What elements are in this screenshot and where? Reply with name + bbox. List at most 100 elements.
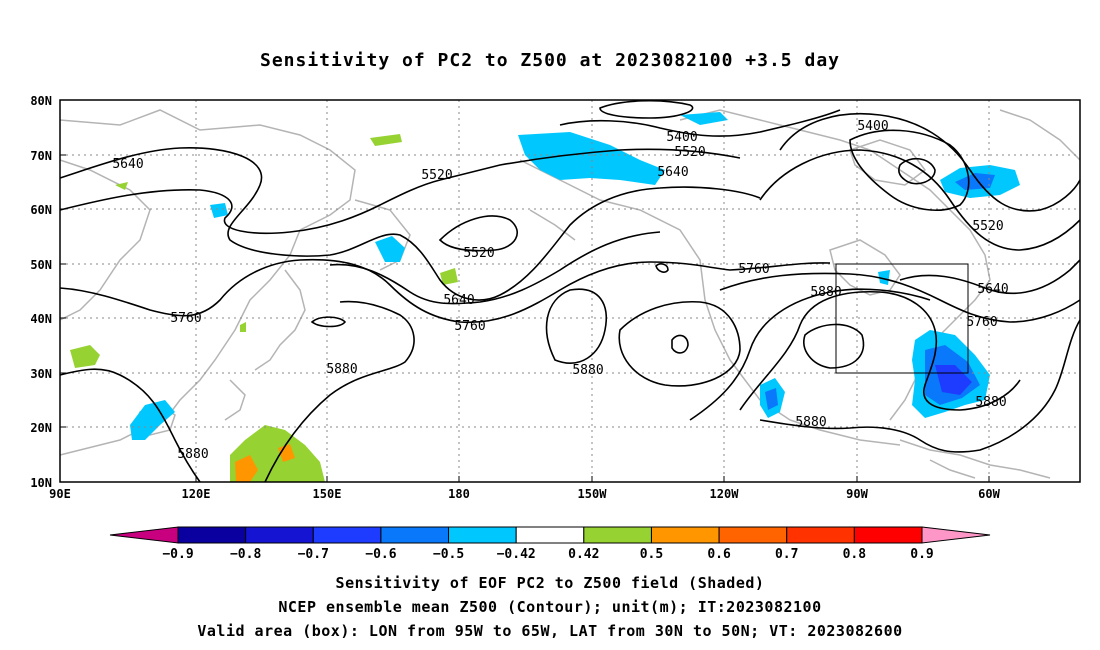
lat-label: 80N xyxy=(30,94,52,108)
contour-label: 5760 xyxy=(170,311,201,326)
colorbar-label: −0.8 xyxy=(230,547,261,562)
contour-label: 5400 xyxy=(857,119,888,134)
lat-label: 10N xyxy=(30,476,52,490)
contour-label: 5760 xyxy=(966,315,997,330)
contour-5400-polar xyxy=(559,109,841,137)
contour-label: 5520 xyxy=(463,246,494,261)
valid-area-box xyxy=(835,263,969,374)
latitude-labels: 80N 70N 60N 50N 40N 30N 20N 10N xyxy=(30,94,52,490)
longitude-labels: 90E 120E 150E 180 150W 120W 90W 60W xyxy=(49,487,1000,501)
colorbar-left-triangle xyxy=(109,526,179,544)
contour-5400-inner xyxy=(599,99,694,119)
lon-label: 150E xyxy=(313,487,342,501)
shade-green-arctic xyxy=(370,134,402,146)
contour-label: 5880 xyxy=(177,447,208,462)
shade-hudson xyxy=(878,270,890,285)
lat-label: 30N xyxy=(30,367,52,381)
contour-5880-americas xyxy=(739,290,1021,411)
sensitivity-shading xyxy=(70,112,1020,482)
contour-5760-west xyxy=(59,258,831,324)
contour-label: 5760 xyxy=(738,262,769,277)
lon-label: 120E xyxy=(182,487,211,501)
contour-5880-lower xyxy=(759,319,1081,453)
grid-lines xyxy=(60,100,1080,482)
colorbar-swatch xyxy=(380,526,450,544)
contour-labels: 5640 5520 5400 5520 5640 5400 5520 5520 … xyxy=(112,119,1008,462)
contour-label: 5640 xyxy=(112,157,143,172)
contour-small-oval-3 xyxy=(655,263,669,273)
lon-label: 60W xyxy=(978,487,1000,501)
caption-line-1: Sensitivity of EOF PC2 to Z500 field (Sh… xyxy=(335,574,765,592)
contour-5640-east xyxy=(759,149,1081,251)
colorbar-swatch xyxy=(448,526,517,544)
colorbar-label: 0.6 xyxy=(707,547,731,562)
contour-5520-north xyxy=(59,148,741,235)
contour-5520-inner xyxy=(438,215,518,252)
shade-green-india xyxy=(70,345,100,368)
lat-label: 40N xyxy=(30,312,52,326)
contour-5400-greenland xyxy=(849,129,970,211)
contour-label: 5880 xyxy=(810,285,841,300)
shade-orange-westpac-2 xyxy=(278,444,295,462)
shade-siberia xyxy=(210,203,228,218)
lat-label: 70N xyxy=(30,149,52,163)
contour-label: 5520 xyxy=(674,145,705,160)
colorbar-swatch xyxy=(245,526,314,544)
colorbar-swatch xyxy=(583,526,652,544)
lon-label: 180 xyxy=(448,487,470,501)
contour-label: 5640 xyxy=(657,165,688,180)
lon-label: 90E xyxy=(49,487,71,501)
colorbar-swatch xyxy=(312,526,382,544)
shade-mexico-core xyxy=(765,388,778,410)
contour-label: 5520 xyxy=(421,168,452,183)
contour-label: 5400 xyxy=(666,130,697,145)
colorbar-swatch xyxy=(718,526,788,544)
contour-label: 5880 xyxy=(572,363,603,378)
contour-5880-atlantic-inner xyxy=(803,323,865,369)
shade-green-bering xyxy=(440,268,458,285)
contour-5760-americas xyxy=(689,288,931,421)
contour-5880-west xyxy=(59,368,201,483)
colorbar-label: 0.8 xyxy=(843,547,867,562)
shade-china-coast xyxy=(130,400,175,440)
colorbar: −0.9 −0.8 −0.7 −0.6 −0.5 −0.42 0.42 0.5 0.6 0.7 0.… xyxy=(109,526,991,562)
colorbar-label: 0.9 xyxy=(910,547,933,562)
colorbar-label: 0.42 xyxy=(568,547,599,562)
colorbar-right-triangle xyxy=(921,526,991,544)
colorbar-label: −0.7 xyxy=(298,547,329,562)
chart-title: Sensitivity of PC2 to Z500 at 2023082100… xyxy=(259,50,840,71)
lat-label: 60N xyxy=(30,203,52,217)
axis-ticks xyxy=(59,99,990,483)
contour-5640-atlantic xyxy=(899,259,1081,295)
contour-5640-northwest xyxy=(59,147,761,301)
shade-alaska-top xyxy=(680,112,728,125)
colorbar-swatch xyxy=(515,526,585,544)
contour-label: 5880 xyxy=(975,395,1006,410)
shade-green-small xyxy=(240,322,246,332)
shade-greenland-core xyxy=(955,173,995,190)
shade-north-pacific xyxy=(518,132,665,185)
colorbar-label: −0.5 xyxy=(433,547,464,562)
colorbar-label: −0.42 xyxy=(497,547,536,562)
contour-label: 5760 xyxy=(454,319,485,334)
colorbar-swatch xyxy=(177,526,247,544)
colorbar-swatch xyxy=(786,526,855,544)
contour-label: 5640 xyxy=(977,282,1008,297)
caption-line-3: Valid area (box): LON from 95W to 65W, L… xyxy=(197,622,903,640)
colorbar-swatch xyxy=(853,526,923,544)
colorbar-swatch xyxy=(650,526,720,544)
shade-kamchatka xyxy=(375,236,405,262)
contour-small-oval-1 xyxy=(671,334,689,354)
map-frame xyxy=(59,99,1081,483)
contour-5880-mid xyxy=(545,288,607,364)
colorbar-label: 0.7 xyxy=(775,547,798,562)
lon-label: 120W xyxy=(710,487,740,501)
lon-label: 90W xyxy=(846,487,868,501)
colorbar-label: −0.6 xyxy=(365,547,396,562)
contour-5880-pacific xyxy=(264,300,415,483)
colorbar-label: −0.9 xyxy=(162,547,193,562)
contour-label: 5520 xyxy=(972,219,1003,234)
lon-label: 150W xyxy=(578,487,608,501)
caption-line-2: NCEP ensemble mean Z500 (Contour); unit(… xyxy=(278,598,822,616)
